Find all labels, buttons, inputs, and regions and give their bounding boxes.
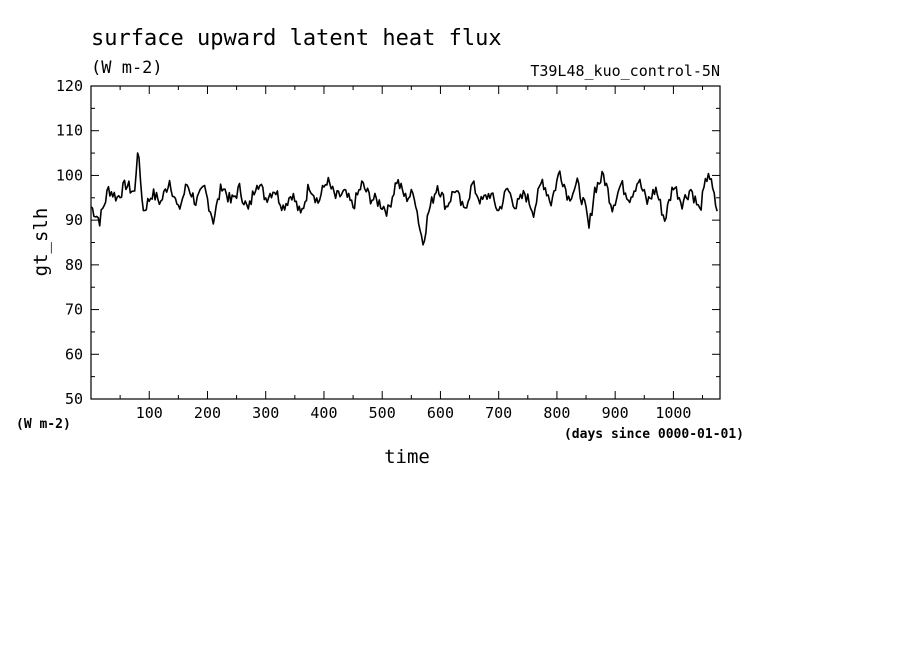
y-tick-label: 70 [65, 301, 83, 319]
x-tick-label: 100 [136, 404, 163, 422]
x-tick-label: 400 [310, 404, 337, 422]
y-tick-label: 120 [56, 77, 83, 95]
series-group [90, 152, 718, 246]
plot-axes: 50 60 70 80 90 100 110 120 100 200 300 400 500 600 700… [56, 77, 721, 422]
y-tick-label: 50 [65, 390, 83, 408]
x-tick-label: 300 [252, 404, 279, 422]
x-tick-label: 700 [485, 404, 512, 422]
x-tick-label: 1000 [655, 404, 691, 422]
series-line [90, 152, 718, 246]
y-tick-label: 110 [56, 122, 83, 140]
plot-frame [90, 85, 721, 400]
chart-subtitle-units: (W m-2) [91, 58, 163, 78]
x-axis-units: (days since 0000-01-01) [564, 427, 744, 442]
x-tick-label: 500 [369, 404, 396, 422]
y-tick-label: 80 [65, 256, 83, 274]
y-tick-label: 60 [65, 345, 83, 363]
x-tick-label: 800 [543, 404, 570, 422]
chart-title: surface upward latent heat flux [91, 26, 502, 51]
y-axis-label: gt_slh [30, 208, 52, 277]
x-tick-label: 600 [427, 404, 454, 422]
y-tick-label: 100 [56, 166, 83, 184]
y-tick-label: 90 [65, 211, 83, 229]
x-tick-label: 200 [194, 404, 221, 422]
y-axis-units: (W m-2) [16, 417, 71, 432]
x-axis-label: time [384, 446, 430, 468]
x-tick-label: 900 [602, 404, 629, 422]
run-label: T39L48_kuo_control-5N [530, 62, 720, 80]
